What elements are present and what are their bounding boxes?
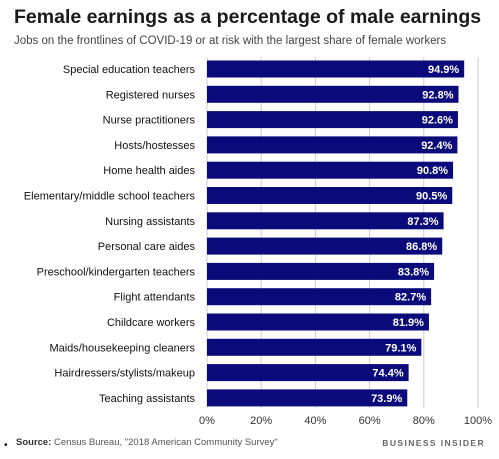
source-note: Source: Census Bureau, "2018 American Co… [16,437,278,448]
value-label: 82.7% [395,292,426,304]
value-label: 79.1% [385,342,416,354]
bar [207,161,454,179]
bar [207,313,429,331]
value-label: 92.8% [422,89,453,101]
bar [207,364,409,382]
x-tick-label: 80% [413,415,435,427]
value-label: 90.5% [416,191,447,203]
category-label: Nursing assistants [105,216,195,228]
value-label: 83.8% [398,266,429,278]
value-label: 86.8% [406,241,437,253]
source-text: Census Bureau, "2018 American Community … [54,437,278,448]
bar [207,338,422,356]
bar [207,212,444,230]
x-tick-label: 40% [304,415,326,427]
brand-logo: BUSINESS INSIDER [382,438,485,448]
bar [207,85,459,103]
value-label: 92.6% [422,115,453,127]
category-label: Childcare workers [107,317,196,329]
x-tick-label: 100% [464,415,492,427]
category-label: Nurse practitioners [103,115,196,127]
category-label: Elementary/middle school teachers [24,191,196,203]
bars: Special education teachers 94.9% Registere… [24,60,465,407]
x-tick-label: 0% [199,415,215,427]
chart-subtitle: Jobs on the frontlines of COVID-19 or at… [14,35,447,47]
category-label: Home health aides [103,165,195,177]
category-label: Hairdressers/stylists/makeup [54,368,195,380]
bar [207,136,458,154]
value-label: 87.3% [407,216,438,228]
value-label: 81.9% [393,317,424,329]
category-label: Flight attendants [114,292,196,304]
bar [207,262,435,280]
bar [207,60,465,78]
chart-title: Female earnings as a percentage of male … [14,6,482,28]
category-label: Special education teachers [63,64,196,76]
bar [207,187,453,204]
bar [207,111,458,129]
bar [207,389,408,407]
source-label: Source: [16,437,52,448]
value-label: 90.8% [417,165,448,177]
value-label: 74.4% [372,368,403,380]
category-label: Registered nurses [106,89,196,101]
value-label: 94.9% [428,64,459,76]
category-label: Teaching assistants [99,393,195,405]
bullet-mark: • [4,440,8,451]
x-tick-label: 60% [359,415,381,427]
category-label: Hosts/hostesses [114,140,195,152]
x-axis-ticks: 0% 20% 40% 60% 80% 100% [199,415,492,427]
bar [207,288,432,306]
category-label: Maids/housekeeping cleaners [49,342,195,354]
category-label: Preschool/kindergarten teachers [37,266,196,278]
x-tick-label: 20% [250,415,272,427]
category-label: Personal care aides [98,241,196,253]
bar [207,237,443,255]
value-label: 92.4% [421,140,452,152]
value-label: 73.9% [371,393,402,405]
